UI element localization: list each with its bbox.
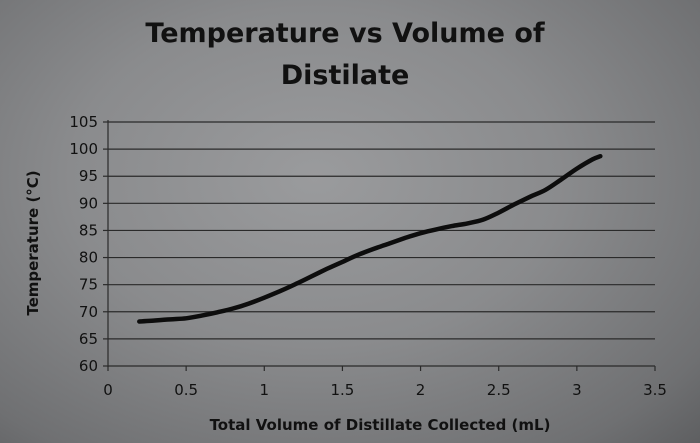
y-tick-label: 85 bbox=[79, 221, 98, 239]
x-tick-label: 3 bbox=[572, 381, 582, 399]
y-tick-label: 105 bbox=[69, 113, 98, 131]
x-tick-labels: 0 0.5 1 1.5 2 2.5 3 3.5 bbox=[103, 381, 667, 399]
y-tick-label: 80 bbox=[79, 249, 98, 267]
x-tick-label: 1.5 bbox=[330, 381, 354, 399]
y-tick-label: 90 bbox=[79, 194, 98, 212]
x-tick-label: 0 bbox=[103, 381, 113, 399]
gridlines bbox=[103, 121, 656, 371]
x-tick-label: 1 bbox=[260, 381, 270, 399]
x-tick-label: 2 bbox=[416, 381, 426, 399]
x-tick-label: 0.5 bbox=[174, 381, 198, 399]
y-tick-label: 95 bbox=[79, 167, 98, 185]
y-tick-label: 60 bbox=[79, 357, 98, 375]
y-tick-label: 75 bbox=[79, 276, 98, 294]
y-axis-label: Temperature (°C) bbox=[24, 170, 42, 315]
chart-title-line-1: Temperature vs Volume of bbox=[145, 18, 545, 49]
y-tick-label: 100 bbox=[69, 140, 98, 158]
x-axis-label: Total Volume of Distillate Collected (mL… bbox=[210, 416, 551, 434]
series-group bbox=[137, 153, 603, 324]
x-tick-label: 3.5 bbox=[643, 381, 667, 399]
x-tick-label: 2.5 bbox=[487, 381, 511, 399]
y-tick-label: 65 bbox=[79, 330, 98, 348]
chart-title-line-2: Distilate bbox=[281, 60, 410, 91]
series-line-0 bbox=[137, 153, 603, 324]
y-tick-label: 70 bbox=[79, 303, 98, 321]
y-tick-labels: 105 100 95 90 85 80 75 70 65 60 bbox=[69, 113, 98, 375]
